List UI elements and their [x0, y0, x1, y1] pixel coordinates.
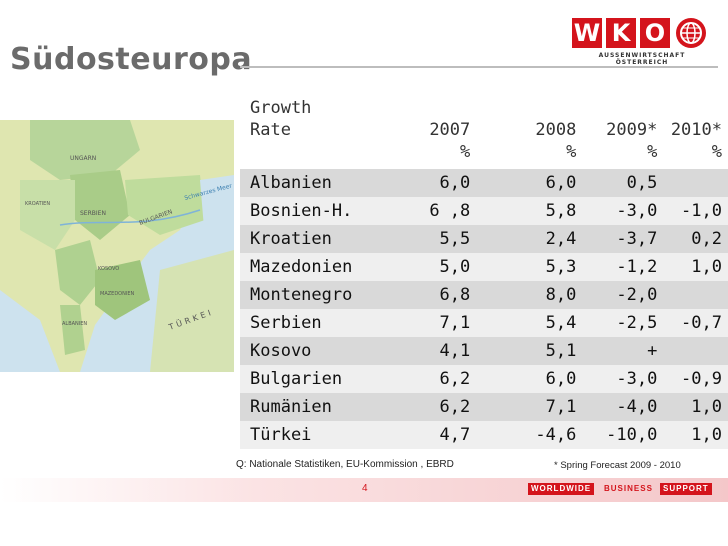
value-2010	[657, 281, 728, 309]
value-2007: 6,2	[393, 365, 477, 393]
map-label-kosovo: KOSOVO	[98, 266, 119, 272]
value-2007: 4,1	[393, 337, 477, 365]
page-number: 4	[362, 483, 368, 494]
value-2010: 1,0	[657, 253, 728, 281]
value-2010: -0,7	[657, 309, 728, 337]
value-2008: 5,1	[476, 337, 577, 365]
country-cell: Kroatien	[240, 225, 394, 253]
country-cell: Bulgarien	[240, 365, 394, 393]
slide-title: Südosteuropa	[10, 42, 253, 77]
value-2010	[657, 337, 728, 365]
map-label-ungarn: UNGARN	[70, 155, 96, 162]
map-label-serbien: SERBIEN	[80, 210, 106, 217]
balkan-map: UNGARN SERBIEN BULGARIEN Schwarzes Meer …	[0, 120, 234, 372]
value-2007: 4,7	[393, 421, 477, 449]
value-2008: 5,3	[476, 253, 577, 281]
value-2007: 7,1	[393, 309, 477, 337]
value-2009: -10,0	[576, 421, 658, 449]
value-2010: -0,9	[657, 365, 728, 393]
table-header-row: Growth Rate 2007 % 2008 % 2009* % 2010* …	[240, 97, 728, 169]
table-row: Serbien 7,1 5,4 -2,5 -0,7	[240, 309, 728, 337]
country-cell: Kosovo	[240, 337, 394, 365]
header-2008: 2008 %	[535, 120, 577, 162]
value-2009: -4,0	[576, 393, 658, 421]
forecast-note: * Spring Forecast 2009 - 2010	[554, 460, 681, 471]
table-row: Türkei 4,7 -4,6 -10,0 1,0	[240, 421, 728, 449]
logo-letter-o: O	[640, 18, 670, 48]
value-2007: 6,8	[393, 281, 477, 309]
header-label: Growth Rate	[250, 98, 312, 140]
value-2010: 0,2	[657, 225, 728, 253]
value-2009: -3,0	[576, 197, 658, 225]
globe-icon	[676, 18, 706, 48]
table-row: Rumänien 6,2 7,1 -4,0 1,0	[240, 393, 728, 421]
value-2009: -2,0	[576, 281, 658, 309]
country-cell: Rumänien	[240, 393, 394, 421]
country-cell: Mazedonien	[240, 253, 394, 281]
table-row: Montenegro 6,8 8,0 -2,0	[240, 281, 728, 309]
value-2009: -2,5	[576, 309, 658, 337]
wko-logo: W K O AUSSENWIRTSCHAFT ÖSTERREICH	[572, 18, 712, 66]
value-2008: 5,8	[476, 197, 577, 225]
map-label-albanien: ALBANIEN	[62, 321, 87, 327]
value-2007: 6,2	[393, 393, 477, 421]
value-2010	[657, 169, 728, 197]
country-cell: Montenegro	[240, 281, 394, 309]
value-2007: 6 ,8	[393, 197, 477, 225]
country-cell: Albanien	[240, 169, 394, 197]
title-divider	[240, 66, 718, 68]
value-2009: -3,0	[576, 365, 658, 393]
country-cell: Bosnien-H.	[240, 197, 394, 225]
logo-letter-k: K	[606, 18, 636, 48]
value-2009: 0,5	[576, 169, 658, 197]
value-2008: 5,4	[476, 309, 577, 337]
value-2009: -3,7	[576, 225, 658, 253]
country-cell: Serbien	[240, 309, 394, 337]
map-label-mazedonien: MAZEDONIEN	[100, 291, 134, 297]
value-2009: +	[576, 337, 658, 365]
footer-tag-worldwide: WORLDWIDE	[528, 483, 595, 495]
table-row: Mazedonien 5,0 5,3 -1,2 1,0	[240, 253, 728, 281]
value-2010: 1,0	[657, 393, 728, 421]
map-label-kroatien: KROATIEN	[25, 201, 50, 207]
table-row: Kosovo 4,1 5,1 +	[240, 337, 728, 365]
logo-subtitle: AUSSENWIRTSCHAFT ÖSTERREICH	[598, 52, 686, 66]
growth-rate-table: Growth Rate 2007 % 2008 % 2009* % 2010* …	[240, 97, 728, 449]
country-cell: Türkei	[240, 421, 394, 449]
table-row: Kroatien 5,5 2,4 -3,7 0,2	[240, 225, 728, 253]
header-2009: 2009* %	[606, 120, 658, 162]
source-note: Q: Nationale Statistiken, EU-Kommission …	[236, 459, 454, 470]
header-2007: 2007 %	[429, 120, 471, 162]
table-row: Bosnien-H. 6 ,8 5,8 -3,0 -1,0	[240, 197, 728, 225]
value-2010: 1,0	[657, 421, 728, 449]
value-2008: -4,6	[476, 421, 577, 449]
footer-band	[0, 478, 728, 502]
table-row: Albanien 6,0 6,0 0,5	[240, 169, 728, 197]
footer-tag-support: SUPPORT	[660, 483, 712, 495]
table-row: Bulgarien 6,2 6,0 -3,0 -0,9	[240, 365, 728, 393]
value-2007: 5,5	[393, 225, 477, 253]
logo-letter-w: W	[572, 18, 602, 48]
value-2009: -1,2	[576, 253, 658, 281]
value-2007: 6,0	[393, 169, 477, 197]
value-2007: 5,0	[393, 253, 477, 281]
value-2008: 6,0	[476, 365, 577, 393]
value-2008: 7,1	[476, 393, 577, 421]
value-2008: 6,0	[476, 169, 577, 197]
value-2008: 2,4	[476, 225, 577, 253]
value-2008: 8,0	[476, 281, 577, 309]
header-2010: 2010* %	[670, 120, 722, 162]
footer-tag-business: BUSINESS	[604, 484, 653, 493]
value-2010: -1,0	[657, 197, 728, 225]
